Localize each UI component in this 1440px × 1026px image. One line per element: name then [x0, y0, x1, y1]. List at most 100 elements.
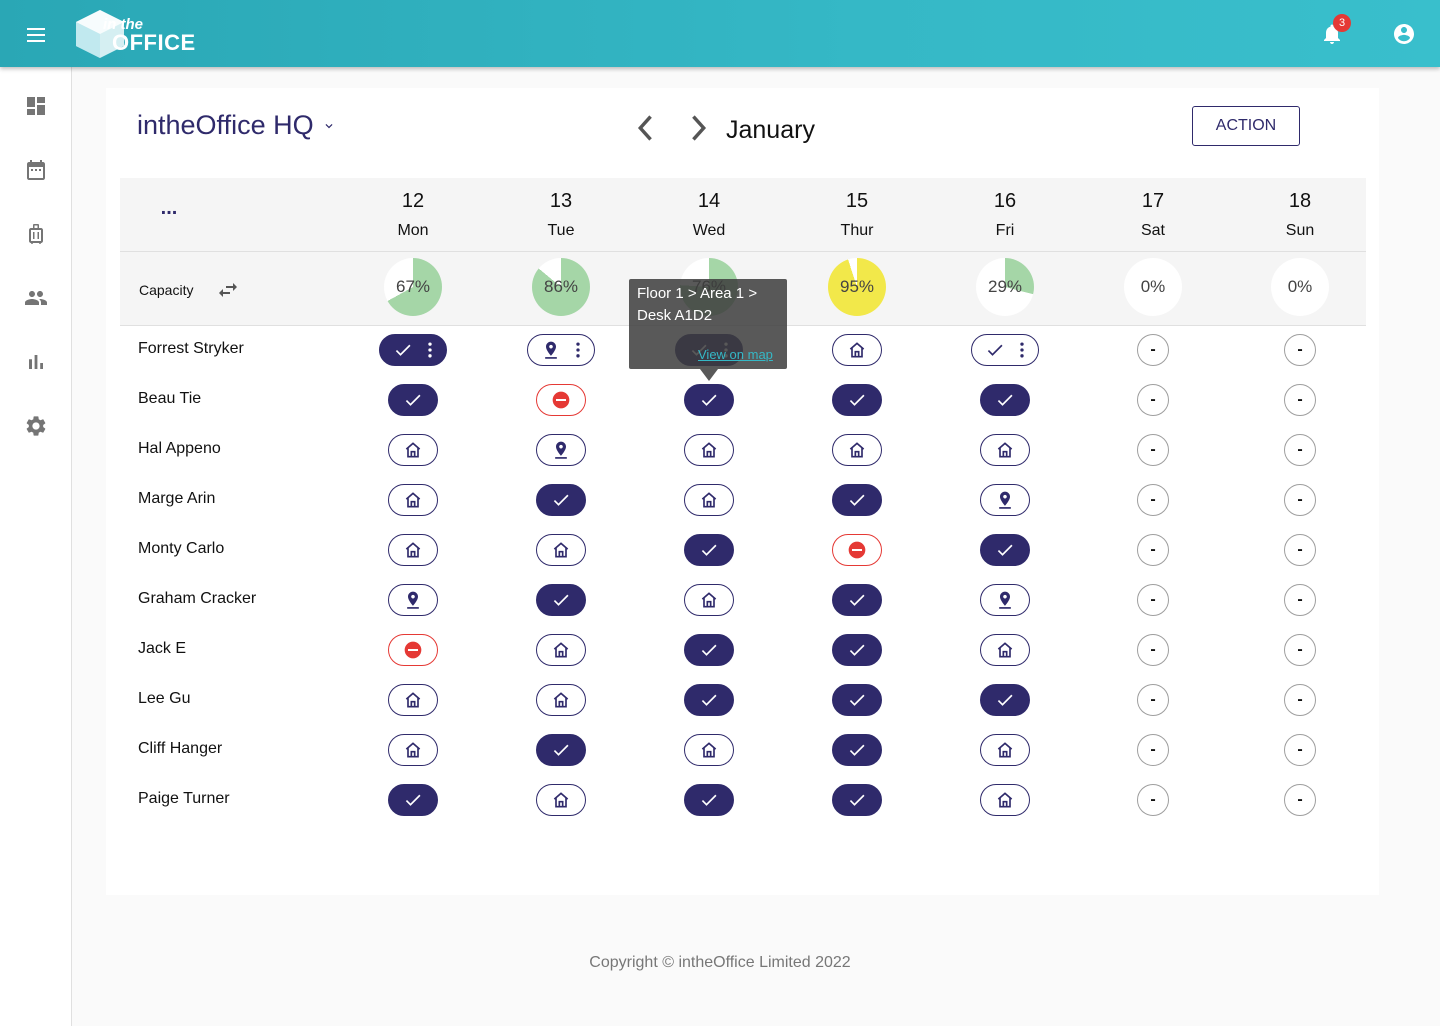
status-empty[interactable]: -	[1137, 784, 1169, 816]
status-home[interactable]	[684, 484, 734, 516]
status-in-office[interactable]	[379, 334, 447, 366]
status-empty[interactable]: -	[1284, 684, 1316, 716]
status-in-office[interactable]	[971, 334, 1039, 366]
people-icon[interactable]	[24, 286, 48, 310]
status-home[interactable]	[536, 534, 586, 566]
status-desk-booked[interactable]	[980, 484, 1030, 516]
status-empty[interactable]: -	[1284, 384, 1316, 416]
status-in-office[interactable]	[684, 534, 734, 566]
status-in-office[interactable]	[388, 384, 438, 416]
capacity-pie[interactable]: 0%	[1271, 258, 1329, 316]
status-home[interactable]	[388, 434, 438, 466]
capacity-pie[interactable]: 29%	[976, 258, 1034, 316]
capacity-label: Capacity	[139, 282, 194, 298]
desk-tooltip: Floor 1 > Area 1 > Desk A1D2 View on map	[629, 279, 787, 369]
status-empty[interactable]: -	[1284, 434, 1316, 466]
status-home[interactable]	[980, 434, 1030, 466]
day-number: 13	[549, 190, 573, 212]
status-home[interactable]	[684, 734, 734, 766]
status-in-office[interactable]	[832, 684, 882, 716]
status-empty[interactable]: -	[1137, 534, 1169, 566]
status-in-office[interactable]	[832, 384, 882, 416]
status-off[interactable]	[536, 384, 586, 416]
status-in-office[interactable]	[684, 384, 734, 416]
status-in-office[interactable]	[536, 584, 586, 616]
settings-icon[interactable]	[24, 414, 48, 438]
day-header: 12 Mon	[373, 190, 453, 240]
status-in-office[interactable]	[980, 684, 1030, 716]
status-empty[interactable]: -	[1284, 484, 1316, 516]
capacity-pie[interactable]: 67%	[384, 258, 442, 316]
status-home[interactable]	[388, 534, 438, 566]
status-in-office[interactable]	[536, 484, 586, 516]
location-selector[interactable]: intheOffice HQ	[137, 110, 336, 141]
status-home[interactable]	[980, 734, 1030, 766]
status-home[interactable]	[980, 784, 1030, 816]
capacity-pie[interactable]: 95%	[828, 258, 886, 316]
status-home[interactable]	[388, 734, 438, 766]
status-empty[interactable]: -	[1284, 334, 1316, 366]
status-desk-booked[interactable]	[536, 434, 586, 466]
swap-icon[interactable]	[216, 278, 240, 302]
capacity-pie[interactable]: 0%	[1124, 258, 1182, 316]
status-home[interactable]	[684, 584, 734, 616]
status-in-office[interactable]	[684, 634, 734, 666]
capacity-percent: 0%	[1140, 277, 1166, 296]
status-empty[interactable]: -	[1137, 434, 1169, 466]
status-empty[interactable]: -	[1284, 784, 1316, 816]
status-empty[interactable]: -	[1137, 484, 1169, 516]
status-empty[interactable]: -	[1284, 584, 1316, 616]
status-empty[interactable]: -	[1284, 534, 1316, 566]
status-empty[interactable]: -	[1137, 634, 1169, 666]
status-in-office[interactable]	[832, 484, 882, 516]
menu-icon[interactable]	[22, 20, 50, 48]
status-in-office[interactable]	[684, 684, 734, 716]
status-home[interactable]	[832, 334, 882, 366]
person-name: Cliff Hanger	[138, 740, 223, 757]
status-off[interactable]	[388, 634, 438, 666]
luggage-icon[interactable]	[24, 222, 48, 246]
previous-week-button[interactable]	[632, 112, 660, 144]
more-options-button[interactable]: ...	[160, 197, 178, 219]
status-in-office[interactable]	[832, 584, 882, 616]
day-number: 18	[1288, 190, 1312, 212]
day-header: 14 Wed	[669, 190, 749, 240]
status-empty[interactable]: -	[1137, 684, 1169, 716]
app-logo[interactable]: in the OFFICE	[72, 8, 202, 60]
status-off[interactable]	[832, 534, 882, 566]
status-in-office[interactable]	[536, 734, 586, 766]
status-empty[interactable]: -	[1137, 384, 1169, 416]
status-empty[interactable]: -	[1137, 334, 1169, 366]
status-home[interactable]	[684, 434, 734, 466]
status-in-office[interactable]	[388, 784, 438, 816]
status-in-office[interactable]	[832, 784, 882, 816]
status-desk-booked[interactable]	[388, 584, 438, 616]
status-in-office[interactable]	[980, 384, 1030, 416]
status-home[interactable]	[832, 434, 882, 466]
calendar-icon[interactable]	[24, 158, 48, 182]
status-empty[interactable]: -	[1284, 734, 1316, 766]
status-empty[interactable]: -	[1137, 584, 1169, 616]
view-on-map-link[interactable]: View on map	[698, 347, 773, 362]
account-icon[interactable]	[1392, 22, 1416, 46]
status-in-office[interactable]	[832, 734, 882, 766]
status-home[interactable]	[536, 784, 586, 816]
capacity-pie[interactable]: 86%	[532, 258, 590, 316]
status-in-office[interactable]	[832, 634, 882, 666]
status-home[interactable]	[980, 634, 1030, 666]
status-home[interactable]	[388, 484, 438, 516]
status-home[interactable]	[536, 634, 586, 666]
status-desk-booked[interactable]	[527, 334, 595, 366]
dashboard-icon[interactable]	[24, 94, 48, 118]
status-home[interactable]	[388, 684, 438, 716]
action-button[interactable]: ACTION	[1192, 106, 1300, 146]
status-empty[interactable]: -	[1284, 634, 1316, 666]
status-in-office[interactable]	[684, 784, 734, 816]
status-empty[interactable]: -	[1137, 734, 1169, 766]
day-name: Tue	[547, 222, 575, 239]
status-desk-booked[interactable]	[980, 584, 1030, 616]
next-week-button[interactable]	[684, 112, 712, 144]
bar-chart-icon[interactable]	[24, 350, 48, 374]
status-in-office[interactable]	[980, 534, 1030, 566]
status-home[interactable]	[536, 684, 586, 716]
